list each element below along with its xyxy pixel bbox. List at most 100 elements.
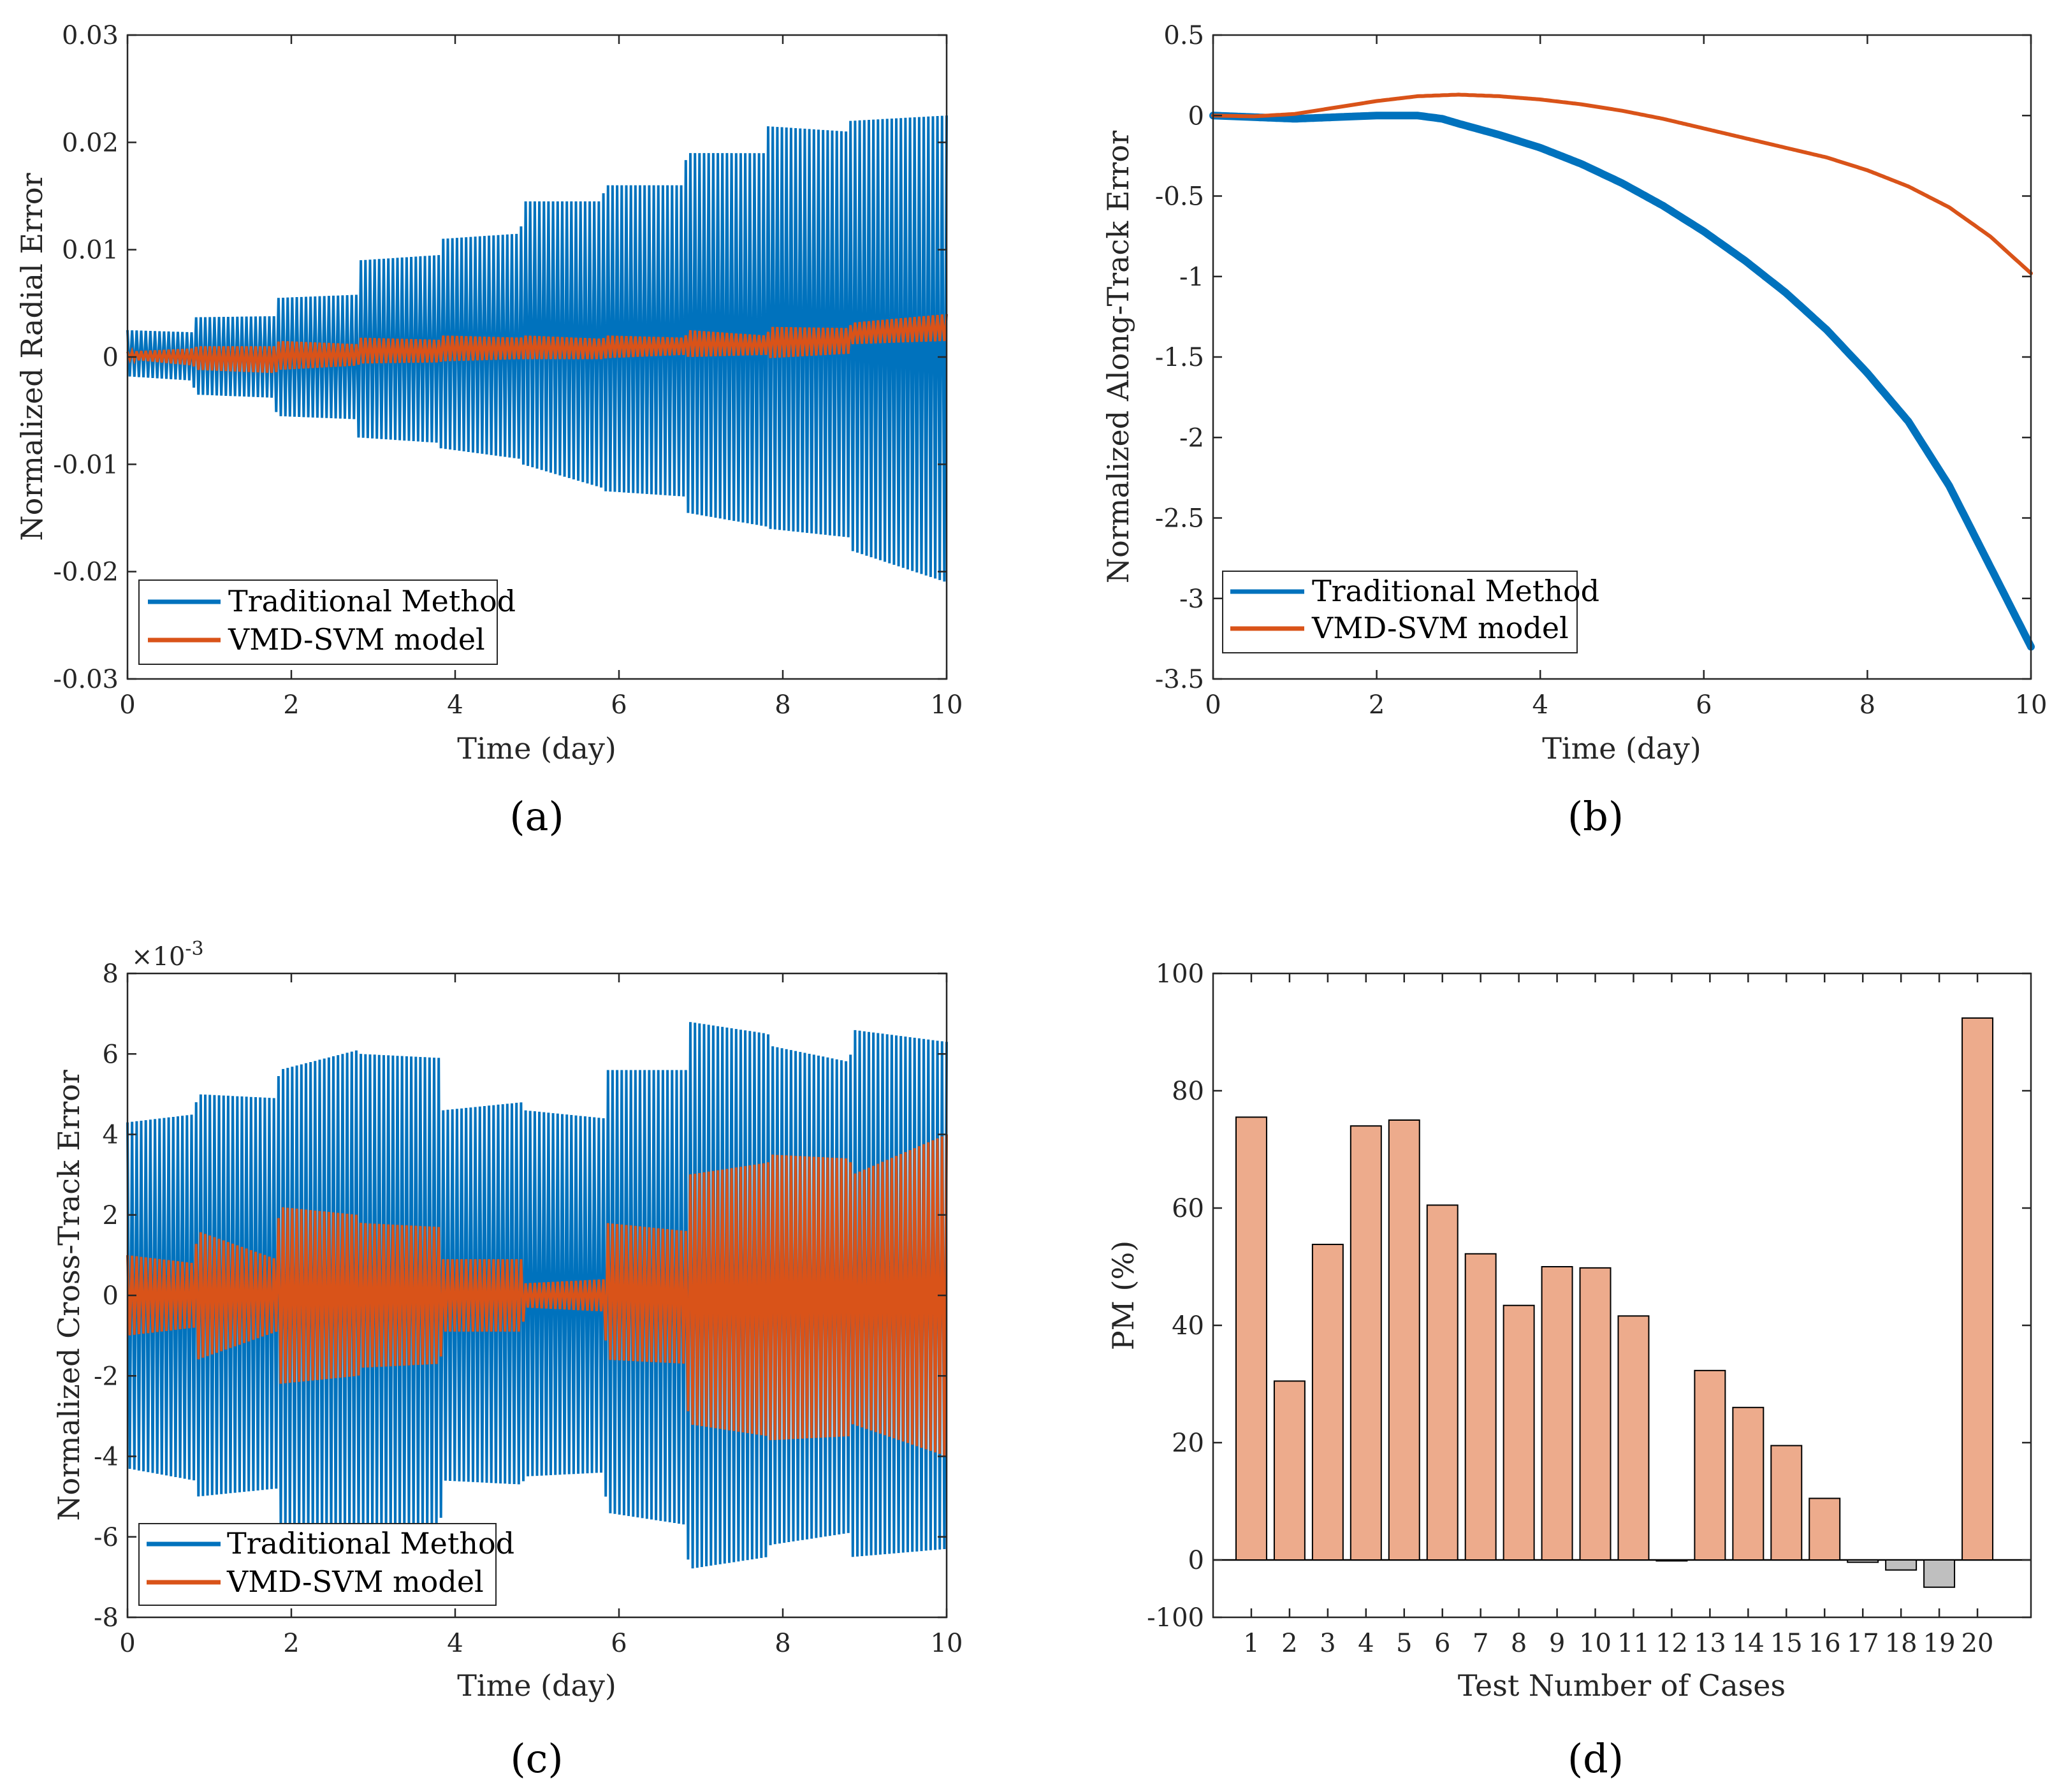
chart-d-bar (1617, 1315, 1650, 1561)
chart-b-ytick-label: 0.5 (1163, 21, 1204, 50)
chart-b-ytick-label: -2 (1179, 423, 1204, 453)
chart-a-ylabel: Normalized Radial Error (15, 173, 49, 541)
chart-d-xtick-label: 13 (1694, 1629, 1726, 1658)
chart-a-marks (126, 115, 948, 582)
chart-c-exponent: ×10-3 (131, 938, 204, 972)
chart-a-ytick-label: 0.02 (62, 128, 119, 157)
chart-d-xtick-label: 2 (1281, 1629, 1297, 1658)
chart-b-ytick-label: -3 (1179, 585, 1204, 614)
chart-c-ytick-label: 8 (103, 959, 119, 989)
chart-b-xlabel: Time (day) (1542, 731, 1701, 766)
chart-a-xtick-label: 0 (119, 690, 135, 720)
chart-c-xtick-label: 6 (611, 1629, 627, 1658)
chart-b-legend-vmd: VMD-SVM model (1311, 611, 1569, 645)
chart-d-xlabel: Test Number of Cases (1458, 1668, 1786, 1703)
chart-b-xticks: 0 2 4 6 8 10 (1205, 35, 2047, 720)
chart-d-ytick-label: 0 (1188, 1546, 1204, 1575)
chart-d-bar (1770, 1445, 1803, 1561)
chart-d-xtick-label: 11 (1617, 1629, 1650, 1658)
chart-d-ytick-label: 60 (1172, 1194, 1204, 1223)
chart-b-panel-label: (b) (1568, 793, 1624, 840)
chart-b-legend: Traditional Method VMD-SVM model (1222, 571, 1599, 653)
chart-b-xtick-label: 10 (2015, 690, 2048, 720)
chart-d-ytick-label: 20 (1172, 1429, 1204, 1458)
chart-d-bar (1579, 1267, 1612, 1561)
chart-d-ytick-label: 100 (1156, 959, 1204, 989)
chart-d-ytick-label: 40 (1172, 1311, 1204, 1341)
chart-b-ytick-label: -1 (1179, 263, 1204, 292)
chart-c-xtick-label: 10 (931, 1629, 963, 1658)
chart-c-xticks: 0 2 4 6 8 10 (119, 973, 963, 1658)
chart-d-bar (1235, 1116, 1267, 1561)
chart-c-yticks: -8 -6 -4 -2 0 2 4 6 8 (94, 959, 947, 1633)
chart-a-xticks: 0 2 4 6 8 10 (119, 35, 963, 720)
chart-d-xticks: 1 2 3 4 5 6 7 8 9 10 11 12 13 14 15 16 17 18 19 20 (1243, 973, 1994, 1658)
chart-b-xtick-label: 4 (1532, 690, 1548, 720)
chart-b-series-traditional (1209, 112, 2035, 651)
chart-d-bar (1388, 1119, 1420, 1561)
chart-d-xtick-label: 18 (1885, 1629, 1917, 1658)
chart-c-ytick-label: 2 (103, 1201, 119, 1230)
chart-c-panel-label: (c) (510, 1735, 563, 1782)
chart-a-xtick-label: 4 (447, 690, 463, 720)
chart-c-ytick-label: 4 (103, 1121, 119, 1150)
chart-c-ytick-label: 6 (103, 1040, 119, 1069)
chart-d-bar (1808, 1497, 1841, 1561)
chart-d-ylabel: PM (%) (1106, 1241, 1140, 1350)
chart-b-ytick-label: -3.5 (1155, 665, 1204, 694)
chart-d-panel-label: (d) (1568, 1735, 1624, 1782)
chart-c-xtick-label: 4 (447, 1629, 463, 1658)
chart-a-ytick-label: -0.01 (53, 450, 119, 479)
chart-a: -0.03 -0.02 -0.01 0 0.01 0.02 0.03 0 2 4 6 8 10 Tim… (15, 21, 963, 840)
chart-d-bar (1885, 1559, 1917, 1571)
chart-d-xtick-label: 17 (1847, 1629, 1879, 1658)
chart-c: -8 -6 -4 -2 0 2 4 6 8 0 2 4 6 8 10 ×10-3 Time (day) N… (52, 938, 963, 1782)
chart-c-ytick-label: 0 (103, 1281, 119, 1311)
chart-c-series-vmd-svm (126, 1134, 948, 1456)
chart-c-legend-vmd: VMD-SVM model (226, 1564, 484, 1599)
chart-b-series-vmd-svm (1211, 92, 2033, 275)
chart-b-legend-box (1222, 571, 1578, 653)
chart-b-xtick-label: 8 (1859, 690, 1875, 720)
chart-c-ylabel: Normalized Cross-Track Error (52, 1070, 86, 1521)
chart-d-frame (1212, 972, 2032, 1619)
chart-d-bar (1732, 1406, 1765, 1561)
chart-d-bar (1464, 1253, 1497, 1561)
chart-b-xtick-label: 2 (1369, 690, 1385, 720)
chart-c-xtick-label: 2 (283, 1629, 299, 1658)
chart-b-ylabel: Normalized Along-Track Error (1101, 131, 1135, 583)
chart-a-xlabel: Time (day) (457, 731, 616, 766)
chart-c-ytick-label: -4 (94, 1443, 119, 1472)
chart-d-bar (1923, 1559, 1956, 1588)
chart-b-legend-traditional: Traditional Method (1312, 574, 1599, 608)
chart-c-marks (126, 1022, 948, 1569)
chart-d-bar (1541, 1266, 1573, 1561)
chart-a-xtick-label: 8 (775, 690, 790, 720)
chart-a-yticks: -0.03 -0.02 -0.01 0 0.01 0.02 0.03 (53, 21, 947, 694)
chart-d-xtick-label: 14 (1732, 1629, 1765, 1658)
chart-d-bar (1426, 1204, 1459, 1561)
chart-a-series-traditional (126, 115, 948, 582)
chart-d-marks (1213, 1017, 2031, 1588)
chart-b: -3.5 -3 -2.5 -2 -1.5 -1 -0.5 0 0.5 0 2 4 6 8 10 Time … (1101, 21, 2047, 840)
chart-a-legend: Traditional Method VMD-SVM model (138, 579, 516, 665)
chart-d-ytick-label: 80 (1172, 1077, 1204, 1106)
chart-b-ytick-label: -2.5 (1155, 504, 1204, 534)
chart-d-xtick-label: 4 (1358, 1629, 1374, 1658)
chart-b-marks (1209, 92, 2035, 651)
chart-a-ytick-label: -0.02 (53, 558, 119, 587)
chart-a-xtick-label: 10 (931, 690, 963, 720)
chart-d-xtick-label: 7 (1473, 1629, 1488, 1658)
chart-c-ytick-label: -6 (94, 1523, 119, 1552)
chart-d-bar (1847, 1559, 1879, 1563)
chart-d-bar (1311, 1244, 1344, 1561)
chart-d-xtick-label: 15 (1770, 1629, 1803, 1658)
chart-a-xtick-label: 6 (611, 690, 627, 720)
chart-c-ytick-label: -2 (94, 1362, 119, 1391)
chart-c-xtick-label: 8 (775, 1629, 790, 1658)
chart-d-ytick-label: -100 (1147, 1603, 1204, 1633)
chart-d-bar (1273, 1380, 1306, 1561)
chart-a-legend-box (138, 579, 498, 665)
chart-b-ytick-label: -1.5 (1155, 343, 1204, 372)
